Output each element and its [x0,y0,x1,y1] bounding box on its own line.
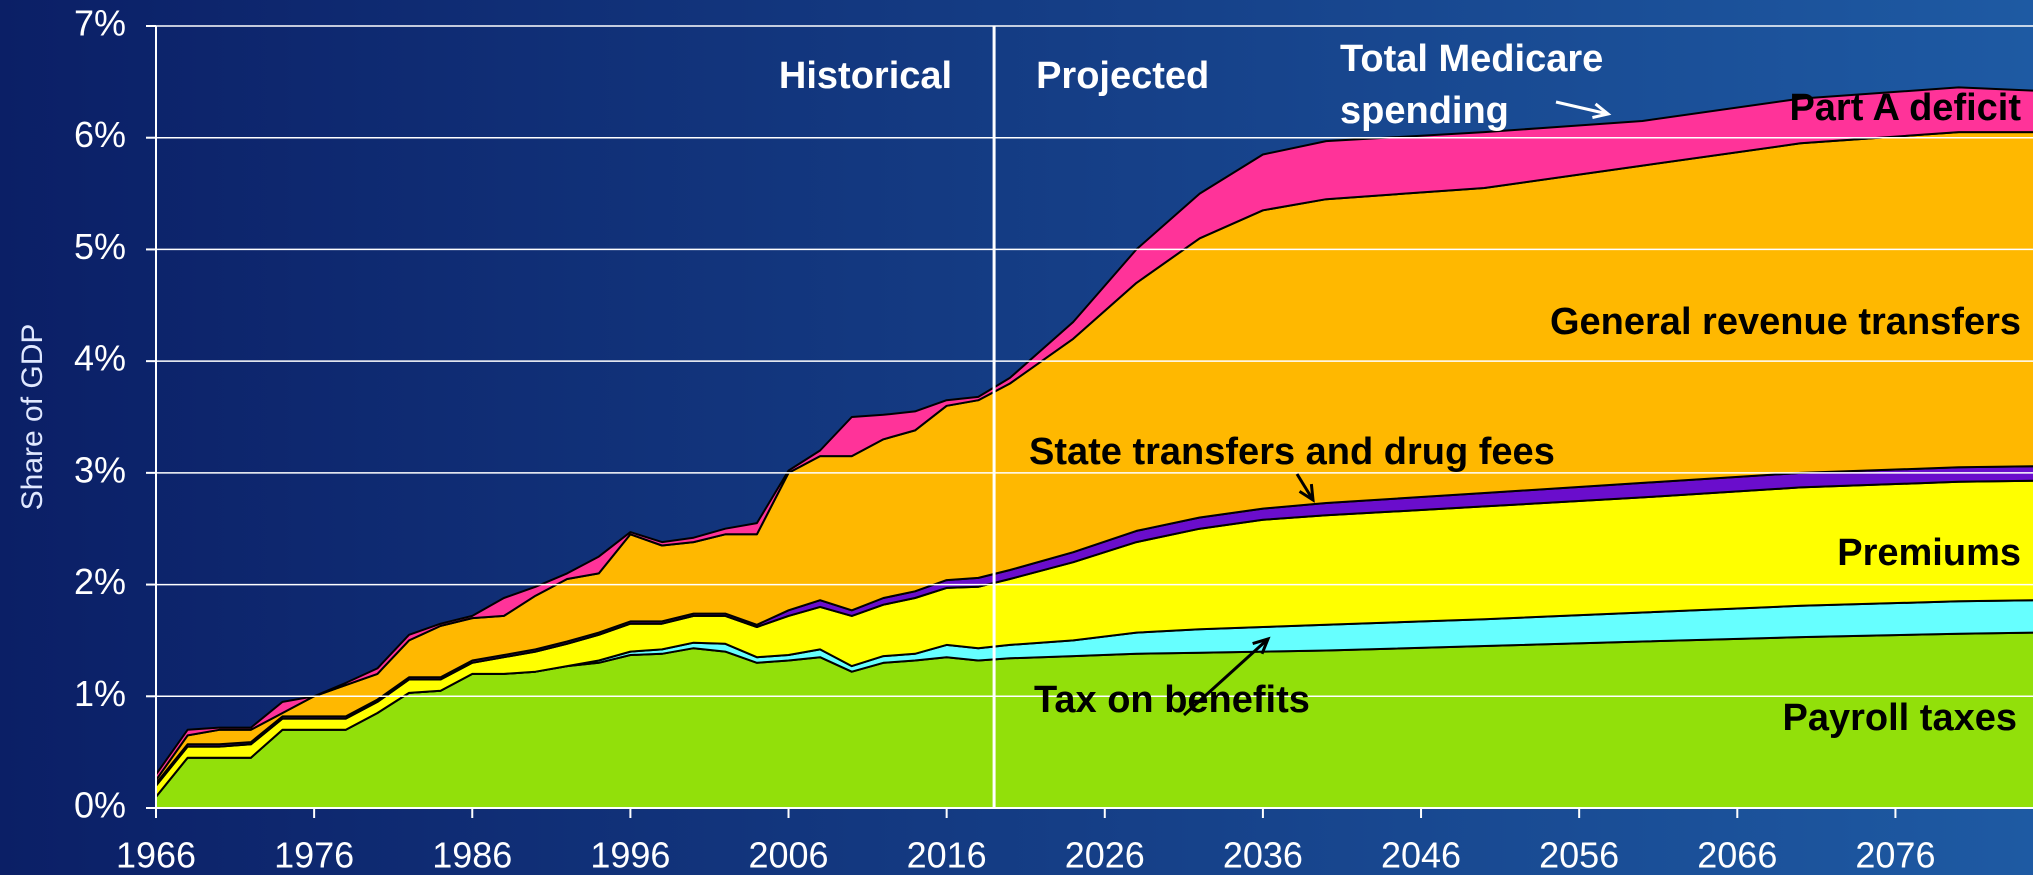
y-tick-label: 0% [74,785,126,826]
series-label: General revenue transfers [1550,301,2021,343]
x-tick-label: 1976 [274,835,354,875]
x-tick-label: 2066 [1697,835,1777,875]
y-tick-label: 2% [74,561,126,602]
series-label: Part A deficit [1789,87,2021,129]
y-axis-label: Share of GDP [16,324,49,511]
annotation: Total Medicare [1340,38,1603,80]
x-tick-label: 2046 [1381,835,1461,875]
arrow [1182,637,1270,717]
y-tick-label: 7% [74,3,126,44]
series-label: Tax on benefits [1034,679,1310,721]
series-label: Payroll taxes [1783,697,2017,739]
annotation: spending [1340,90,1509,132]
x-tick-label: 2036 [1223,835,1303,875]
x-tick-label: 2006 [748,835,828,875]
annotation: Projected [1036,55,1209,97]
arrow-head [1592,102,1612,120]
arrow [1295,473,1315,501]
x-tick-label: 2076 [1855,835,1935,875]
area [155,86,2033,782]
series-label: Premiums [1837,532,2021,574]
y-tick-label: 3% [74,449,126,490]
arrow-head [1298,483,1315,503]
annotation: Historical [779,55,952,97]
arrow-head [1252,636,1271,655]
x-tick-label: 1966 [116,835,196,875]
x-tick-label: 1996 [590,835,670,875]
x-tick-label: 1986 [432,835,512,875]
y-tick-label: 6% [74,114,126,155]
x-tick-label: 2056 [1539,835,1619,875]
arrow [1555,100,1609,116]
y-tick-label: 5% [74,226,126,267]
y-tick-label: 1% [74,673,126,714]
series-label: State transfers and drug fees [1029,431,1555,473]
x-tick-label: 2026 [1065,835,1145,875]
x-tick-label: 2016 [907,835,987,875]
y-tick-label: 4% [74,338,126,379]
